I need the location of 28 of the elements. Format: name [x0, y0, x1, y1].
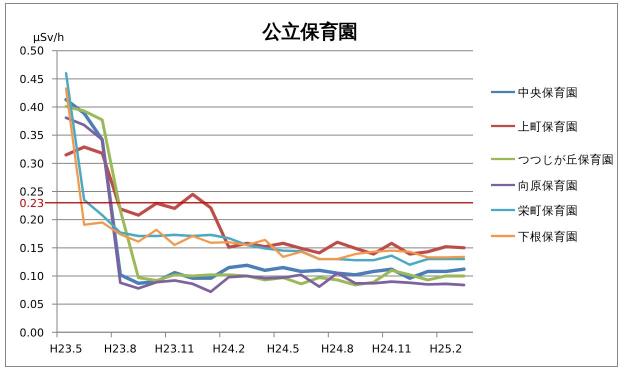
x-tick-label: H24.8	[320, 342, 354, 356]
y-axis-title: μSv/h	[33, 31, 64, 44]
y-tick-label: 0.05	[20, 298, 44, 312]
chart-title: 公立保育園	[262, 21, 358, 43]
y-tick-label: 0.20	[20, 214, 44, 227]
y-tick-label: 0.45	[20, 72, 44, 86]
legend-label: 下根保育園	[518, 230, 578, 244]
y-tick-label: 0.15	[20, 242, 44, 255]
legend-label: 栄町保育園	[518, 204, 578, 218]
y-tick-label: 0.10	[20, 270, 44, 283]
legend-label: 向原保育園	[518, 178, 578, 192]
y-tick-label: 0.35	[20, 129, 44, 142]
y-tick-label: 0.25	[20, 186, 44, 198]
x-tick-label: H23.5	[50, 342, 82, 356]
x-tick-label: H23.8	[104, 342, 137, 356]
y-tick-label: 0.00	[20, 326, 44, 340]
legend-label: 上町保育園	[518, 120, 578, 134]
x-tick-label: H23.11	[154, 342, 194, 356]
y-tick-label: 0.50	[20, 44, 44, 58]
y-tick-label: 0.30	[20, 157, 44, 170]
x-tick-label: H24.2	[212, 342, 246, 356]
legend-label: つつじが丘保育園	[518, 152, 614, 166]
ref-line-label: 0.23	[20, 196, 44, 210]
x-tick-label: H25.2	[429, 342, 462, 356]
y-tick-label: 0.40	[20, 101, 44, 114]
x-tick-label: H24.5	[266, 342, 300, 356]
x-tick-label: H24.11	[372, 342, 412, 356]
legend-label: 中央保育園	[518, 86, 578, 100]
